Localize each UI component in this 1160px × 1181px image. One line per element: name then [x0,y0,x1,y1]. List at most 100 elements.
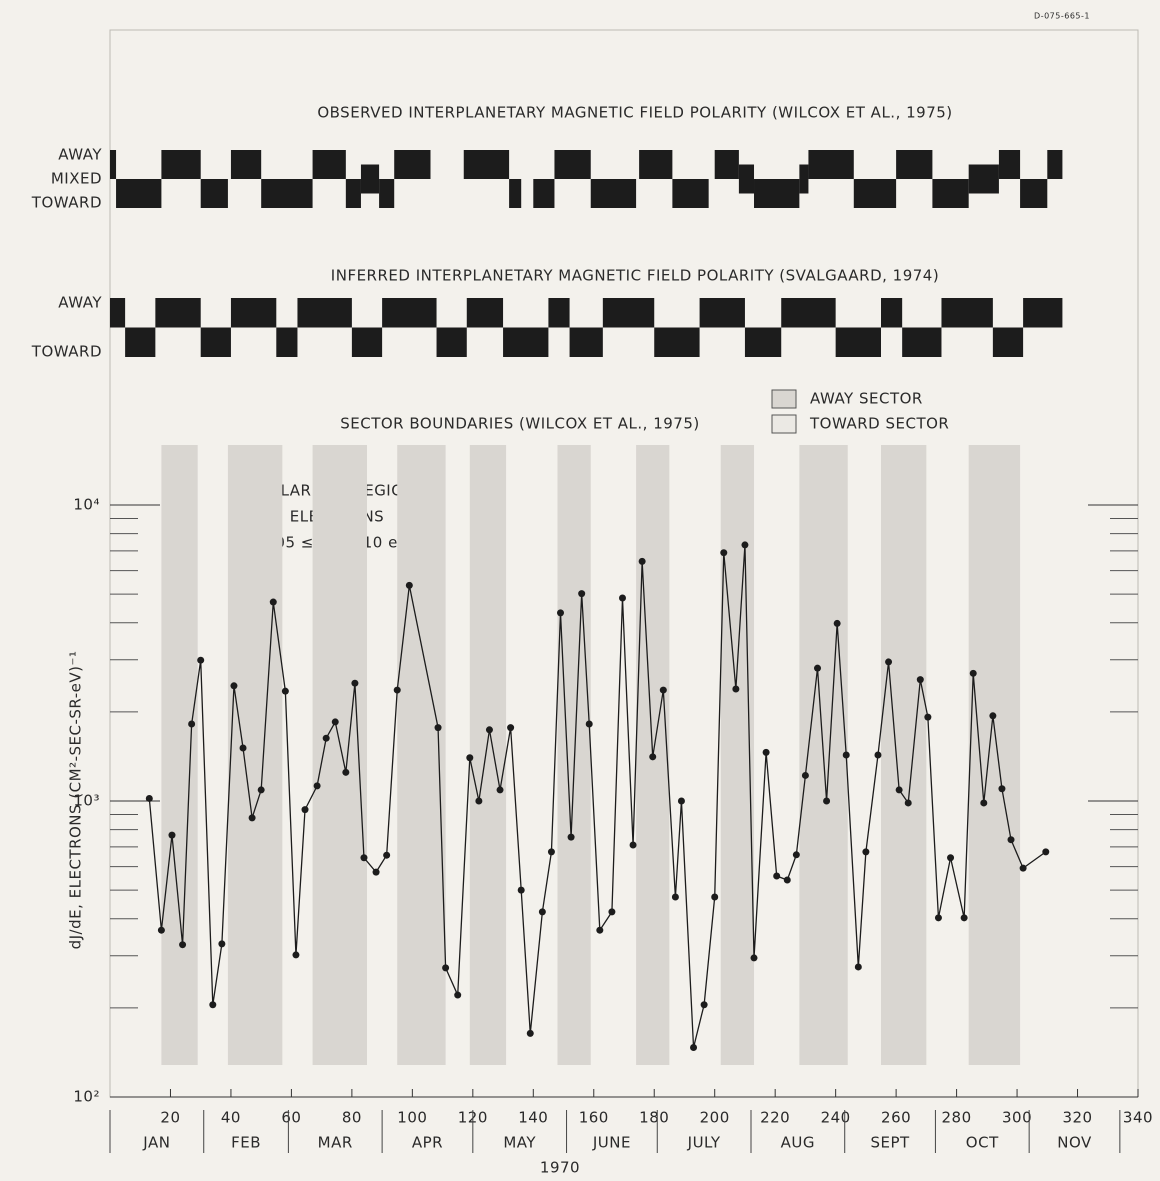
data-point [168,831,176,839]
polarity-segment [230,298,277,328]
month-label: MAR [318,1134,353,1152]
data-point [638,557,646,565]
x-tick-label: 320 [1062,1109,1092,1127]
x-tick-label: 260 [881,1109,911,1127]
data-point [405,581,413,589]
polarity-segment [992,327,1024,357]
data-point [862,848,870,856]
polarity-segment [932,179,969,208]
sector-band [881,445,927,1065]
x-tick-label: 180 [639,1109,669,1127]
data-point [989,712,997,720]
data-point [649,753,657,761]
polarity-segment [200,327,231,357]
data-point [833,619,841,627]
x-tick-label: 340 [1123,1109,1153,1127]
data-point [434,724,442,732]
data-point [618,594,626,602]
data-point [360,854,368,862]
polarity-segment [110,298,126,328]
polarity-segment [382,298,437,328]
data-point [538,908,546,916]
polarity-segment [533,179,555,208]
x-tick-label: 80 [342,1109,362,1127]
x-tick-label: 200 [700,1109,730,1127]
legend-label: TOWARD SECTOR [809,415,949,433]
sector-band [312,445,367,1065]
data-point [517,886,525,894]
month-label: MAY [503,1134,536,1152]
polarity-segment [602,298,655,328]
month-label: FEB [231,1134,261,1152]
month-label: SEPT [870,1134,910,1152]
data-point [197,656,205,664]
panel-title: OBSERVED INTERPLANETARY MAGNETIC FIELD P… [317,104,952,122]
data-point [475,797,483,805]
polarity-segment [1023,298,1063,328]
data-point [1019,864,1027,872]
data-point [1007,836,1015,844]
polarity-segment [714,150,739,179]
data-point [331,718,339,726]
data-point [854,963,862,971]
data-point [934,914,942,922]
data-point [188,720,196,728]
x-tick-label: 240 [821,1109,851,1127]
x-tick-label: 100 [397,1109,427,1127]
data-point [557,609,565,617]
level-label: TOWARD [31,343,102,361]
data-point [885,658,893,666]
data-point [230,682,238,690]
polarity-segment [808,150,854,179]
sector-band [397,445,446,1065]
polarity-segment [503,327,549,357]
polarity-segment [200,179,228,208]
data-point [578,590,586,598]
legend-label: AWAY SECTOR [810,390,923,408]
data-point [383,851,391,859]
data-point [720,549,728,557]
polarity-segment [744,327,782,357]
x-tick-label: 220 [760,1109,790,1127]
data-point [239,744,247,752]
data-point [792,851,800,859]
data-point [998,785,1006,793]
data-point [1042,848,1050,856]
data-point [157,926,165,934]
data-point [773,872,781,880]
data-point [209,1001,217,1009]
polarity-segment [881,298,903,328]
polarity-segment [379,179,395,208]
data-point [526,1029,534,1037]
data-point [671,893,679,901]
polarity-segment [155,298,201,328]
polarity-segment [799,164,809,194]
data-point [179,941,187,949]
polarity-segment [639,150,673,179]
data-point [924,713,932,721]
data-point [801,771,809,779]
polarity-segment [896,150,933,179]
polarity-segment [1047,150,1063,179]
data-point [393,686,401,694]
polarity-segment [941,298,993,328]
data-point [301,806,309,814]
data-point [711,893,719,901]
sector-band [720,445,755,1065]
polarity-segment [590,179,637,208]
level-label: AWAY [58,294,102,312]
data-point [750,954,758,962]
polarity-segment [998,150,1021,179]
polarity-segment [968,164,999,194]
data-point [659,686,667,694]
y-tick-label: 10³ [73,792,100,810]
sector-band [161,445,198,1065]
y-tick-label: 10⁴ [73,496,100,514]
polarity-segment [548,298,570,328]
data-point [741,541,749,549]
polarity-segment [781,298,836,328]
y-axis-label: dJ/dE, ELECTRONS (CM²-SEC-SR-eV)⁻¹ [67,651,85,950]
data-point [218,940,226,948]
y-tick-label: 10² [73,1088,100,1106]
